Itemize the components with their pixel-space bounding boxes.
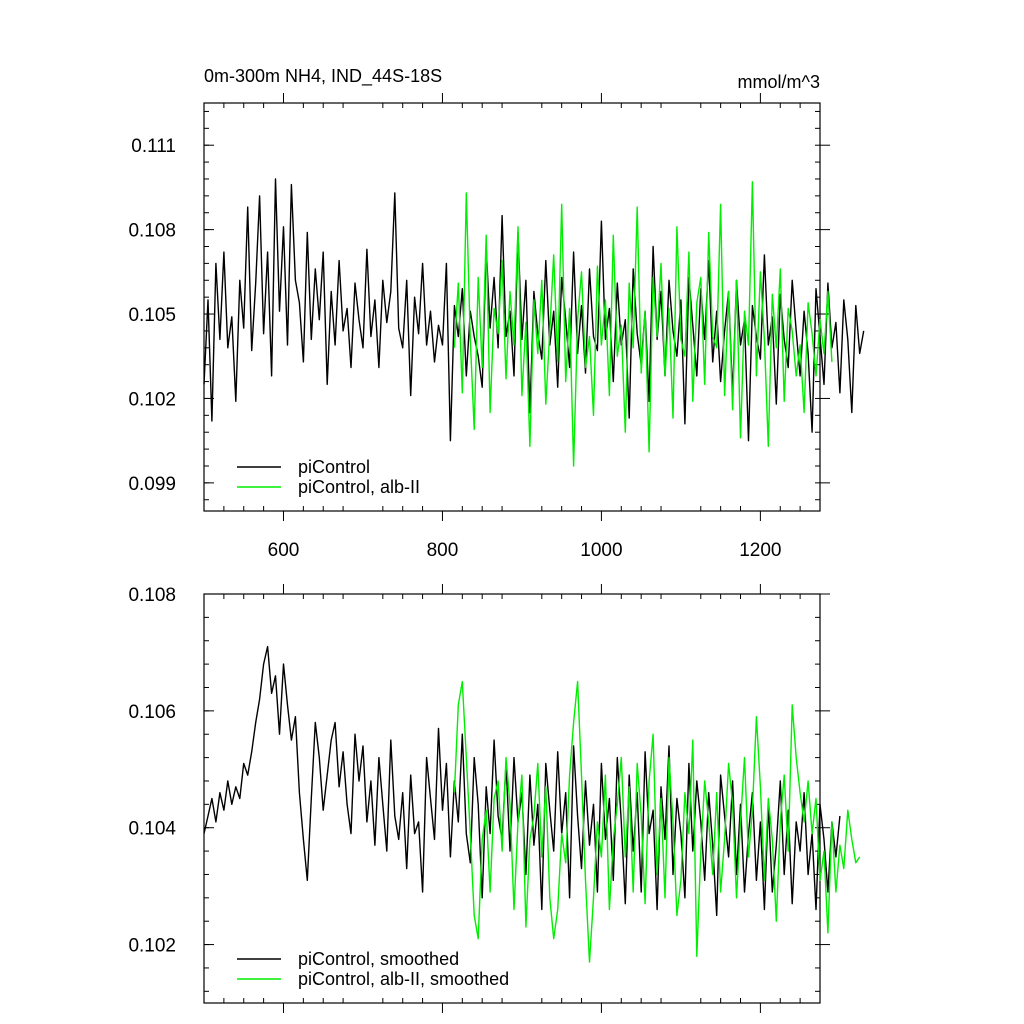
plot-frame: [203, 593, 821, 1004]
series-line-alb-ii: [453, 680, 861, 963]
y-tick-label: 0.099: [128, 474, 176, 495]
bottom-panel: 0.102 0.104 0.106 0.108 piControl, smoothedp…: [128, 584, 861, 1013]
x-tick-label: 1000: [580, 540, 622, 561]
y-tick-label: 0.111: [131, 136, 176, 157]
legend-label: piControl: [298, 457, 370, 477]
y-tick-label: 0.108: [128, 585, 176, 606]
y-tick-label: 0.102: [128, 936, 176, 957]
chart-title: 0m-300m NH4, IND_44S-18S: [204, 66, 442, 87]
x-tick-label: 800: [427, 540, 459, 561]
units-label: mmol/m^3: [738, 72, 820, 92]
x-tick-label: 600: [268, 540, 300, 561]
plot-frame: [203, 102, 821, 512]
series-line-picontrol: [203, 178, 865, 442]
x-tick-label: 1200: [739, 540, 781, 561]
y-tick-label: 0.105: [128, 305, 176, 326]
y-tick-label: 0.108: [128, 221, 176, 242]
top-panel: 0.099 0.102 0.105 0.108 0.111 600 800 1000 1200 0…: [128, 66, 865, 561]
series-line-alb-ii: [453, 181, 833, 467]
y-tick-label: 0.106: [128, 702, 176, 723]
y-tick-label: 0.102: [128, 389, 176, 410]
legend-label: piControl, smoothed: [298, 949, 459, 969]
y-tick-label: 0.104: [128, 819, 176, 840]
legend-label: piControl, alb-II: [298, 477, 420, 497]
legend-label: piControl, alb-II, smoothed: [298, 969, 509, 989]
